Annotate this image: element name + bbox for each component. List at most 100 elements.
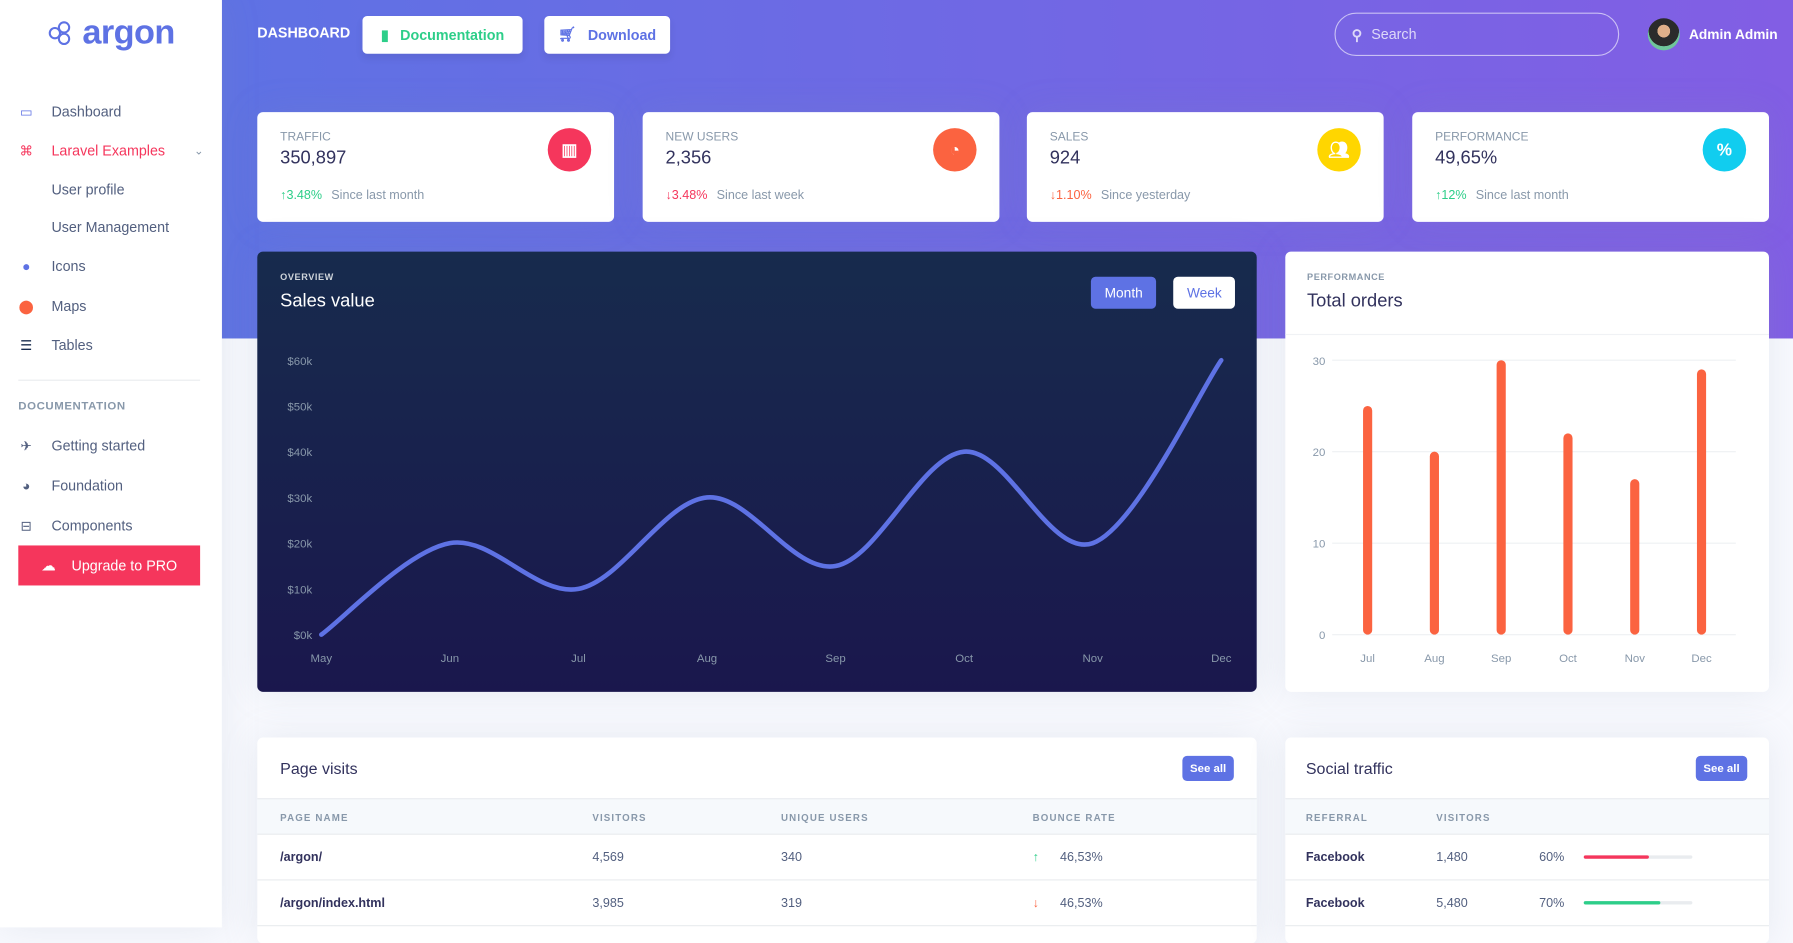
bounce-rate: 46,53% xyxy=(1060,850,1103,865)
page-title[interactable]: DASHBOARD xyxy=(257,25,351,42)
users-icon: 👥︎ xyxy=(1317,128,1361,172)
sales-title: Sales value xyxy=(280,291,375,312)
laravel-icon: ⌘ xyxy=(19,142,34,159)
stat-card: Traffic 350,897 ▥ ↑3.48% Since last month xyxy=(257,112,615,222)
sidebar-item-maps[interactable]: ⬤ Maps xyxy=(18,293,203,320)
change-value: 1.10% xyxy=(1056,188,1092,203)
visitors: 4,569 xyxy=(592,850,624,865)
stat-since: Since last month xyxy=(331,188,425,203)
documentation-heading: DOCUMENTATION xyxy=(18,400,126,413)
chart-pie-icon: ◔ xyxy=(933,128,977,172)
stat-change: ↓1.10% xyxy=(1050,189,1092,203)
y-tick-label: $30k xyxy=(287,493,312,505)
stat-change: ↓3.48% xyxy=(666,189,708,203)
search-input[interactable] xyxy=(1371,26,1589,43)
chevron-down-icon: ⌄ xyxy=(193,144,204,158)
table-header: PAGE NAME VISITORS UNIQUE USERS BOUNCE R… xyxy=(257,798,1257,835)
sidebar-item-components[interactable]: ⊟ Components xyxy=(18,512,203,539)
y-tick-label: $60k xyxy=(287,356,312,368)
button-label: Documentation xyxy=(400,26,505,43)
sidebar-item-user-profile[interactable]: User profile xyxy=(51,181,125,198)
page-name: /argon/index.html xyxy=(280,896,386,911)
avatar xyxy=(1647,18,1680,51)
y-tick-label: $10k xyxy=(287,584,312,596)
x-tick-label: Jul xyxy=(571,653,586,665)
sales-line-chart: $0k $10k $20k $30k $40k $50k $60k May Jun Jul Aug S… xyxy=(287,356,1231,665)
spaceship-icon: ✈ xyxy=(20,437,33,454)
stat-label: Traffic xyxy=(280,130,331,145)
bounce-rate: 46,53% xyxy=(1060,896,1103,911)
documentation-button[interactable]: ▮ Documentation xyxy=(362,16,523,54)
stat-card: Performance 49,65% % ↑12% Since last mont… xyxy=(1412,112,1769,222)
y-tick-label: $50k xyxy=(287,402,312,414)
percent-icon: % xyxy=(1702,128,1747,172)
stat-since: Since last week xyxy=(716,188,805,203)
download-button[interactable]: 🛒︎ Download xyxy=(544,16,671,54)
stat-change: ↑3.48% xyxy=(280,189,322,203)
upgrade-to-pro-button[interactable]: ☁ Upgrade to PRO xyxy=(18,545,201,586)
tv-icon: ▭ xyxy=(19,104,33,121)
sidebar-item-user-management[interactable]: User Management xyxy=(51,219,170,236)
y-tick-label: $0k xyxy=(294,630,313,642)
orders-bar-chart: 0 10 20 30 Jul Aug Sep Oct Nov Dec xyxy=(1313,356,1736,665)
percent: 60% xyxy=(1539,850,1565,865)
nav-label: Foundation xyxy=(51,477,123,494)
logo[interactable]: argon xyxy=(48,14,175,53)
search-icon: ⚲ xyxy=(1351,26,1363,43)
sidebar-item-foundation[interactable]: ◕ Foundation xyxy=(18,472,203,499)
palette-icon: ◕ xyxy=(22,477,31,494)
y-tick-label: $20k xyxy=(287,539,312,551)
stat-label: Performance xyxy=(1435,130,1529,145)
bar xyxy=(1696,369,1707,635)
sales-value-card: OVERVIEW Sales value Month Week $0k $10k $… xyxy=(257,251,1257,692)
sidebar-item-getting-started[interactable]: ✈ Getting started xyxy=(18,432,203,459)
nav-label: Getting started xyxy=(51,437,146,454)
argon-logo-icon xyxy=(48,21,71,46)
stat-card: New users 2,356 ◔ ↓3.48% Since last week xyxy=(642,112,1000,222)
book-icon: ▮ xyxy=(380,27,389,44)
see-all-button[interactable]: See all xyxy=(1182,755,1234,782)
see-all-button[interactable]: See all xyxy=(1695,755,1748,782)
pin-icon: ⬤ xyxy=(18,298,34,315)
y-tick-label: $40k xyxy=(287,447,312,459)
sidebar-item-dashboard[interactable]: ▭ Dashboard xyxy=(18,98,203,125)
sidebar-item-icons[interactable]: ● Icons xyxy=(18,253,203,280)
visitors: 3,985 xyxy=(592,896,624,911)
social-traffic-title: Social traffic xyxy=(1305,759,1393,778)
stat-label: New users xyxy=(665,130,739,145)
stat-since: Since yesterday xyxy=(1100,188,1191,203)
visitors: 1,480 xyxy=(1436,850,1468,865)
sidebar-item-tables[interactable]: ☰ Tables xyxy=(18,332,203,359)
ui-icon: ⊟ xyxy=(20,518,33,535)
tab-month[interactable]: Month xyxy=(1090,276,1157,309)
planet-icon: ● xyxy=(22,258,31,275)
page-visits-card: Page visits See all PAGE NAME VISITORS U… xyxy=(257,737,1257,943)
bar xyxy=(1429,451,1439,635)
divider xyxy=(1285,333,1769,336)
bar xyxy=(1496,360,1506,635)
nav-label: Icons xyxy=(51,258,86,275)
column-header: VISITORS xyxy=(1436,811,1491,824)
search-box[interactable]: ⚲ xyxy=(1334,12,1620,57)
tab-week[interactable]: Week xyxy=(1173,276,1236,309)
sidebar: argon ▭ Dashboard ⌘ Laravel Examples ⌄ User… xyxy=(0,0,222,928)
logo-text: argon xyxy=(82,13,175,52)
arrow-down-icon: ↓ xyxy=(1049,188,1057,203)
unique-users: 340 xyxy=(781,850,803,865)
table-row: Facebook 1,480 60% xyxy=(1285,835,1769,881)
chart-bar-icon: ▥ xyxy=(547,128,592,172)
progress-fill xyxy=(1583,855,1649,859)
sidebar-item-laravel-examples[interactable]: ⌘ Laravel Examples ⌄ xyxy=(18,137,203,164)
x-tick-label: Aug xyxy=(697,653,717,665)
user-menu[interactable]: Admin Admin xyxy=(1647,18,1778,51)
x-tick-label: Sep xyxy=(825,653,845,665)
x-tick-label: Jul xyxy=(1360,653,1375,665)
stat-value: 2,356 xyxy=(665,148,712,169)
x-tick-label: Nov xyxy=(1083,653,1104,665)
nav-label: Tables xyxy=(51,337,93,354)
stat-card: Sales 924 👥︎ ↓1.10% Since yesterday xyxy=(1026,112,1384,222)
column-header: PAGE NAME xyxy=(280,811,349,824)
column-header: REFERRAL xyxy=(1305,811,1368,824)
bar xyxy=(1630,479,1640,635)
total-orders-card: PERFORMANCE Total orders 0 10 20 30 Jul Aug Se… xyxy=(1285,251,1769,692)
